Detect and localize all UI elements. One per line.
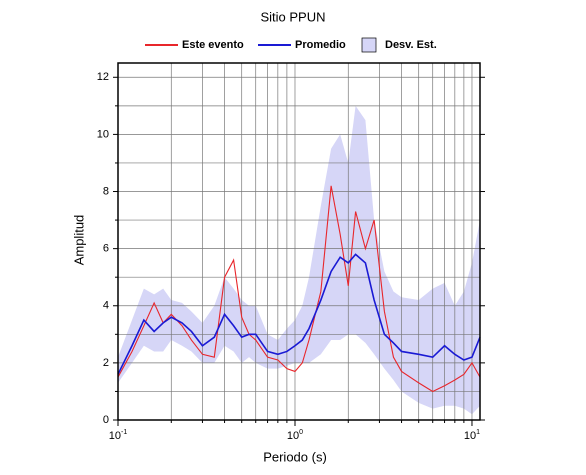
std-band — [118, 105, 480, 415]
series-line — [117, 253, 481, 375]
x-tick-label: 10-1 — [109, 429, 128, 442]
x-tick-label: 101 — [464, 429, 480, 442]
legend-swatch — [361, 37, 377, 53]
legend-text: Este evento — [182, 39, 244, 51]
y-tick-label: 6 — [103, 243, 109, 255]
x-axis-label: Periodo (s) — [263, 449, 327, 464]
y-tick-label: 8 — [103, 185, 109, 197]
y-tick-label: 4 — [103, 300, 109, 312]
series-line — [117, 185, 481, 393]
x-tick-exponent: -1 — [121, 429, 127, 436]
x-tick-label: 100 — [287, 429, 303, 442]
x-tick-base: 10 — [287, 430, 299, 442]
y-axis-label: Amplitud — [71, 215, 86, 266]
y-tick-label: 2 — [103, 357, 109, 369]
y-tick-label: 10 — [97, 128, 109, 140]
y-tick-label: 12 — [97, 71, 109, 83]
y-tick-label: 0 — [103, 414, 109, 426]
legend-text: Desv. Est. — [385, 39, 437, 51]
x-tick-exponent: 1 — [476, 429, 480, 436]
x-tick-base: 10 — [464, 430, 476, 442]
x-tick-exponent: 0 — [299, 429, 303, 436]
chart-title: Sitio PPUN — [260, 9, 325, 24]
x-tick-base: 10 — [109, 430, 121, 442]
legend-text: Promedio — [295, 39, 346, 51]
plot-frame — [117, 62, 481, 421]
